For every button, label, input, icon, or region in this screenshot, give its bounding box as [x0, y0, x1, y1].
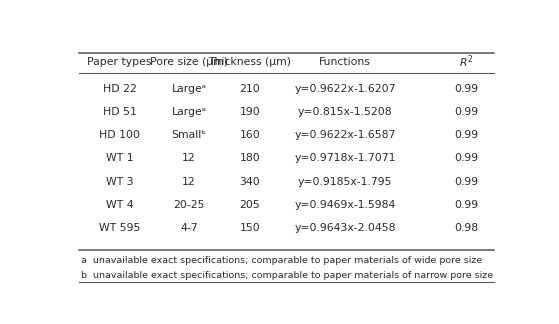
Text: 160: 160: [239, 130, 260, 140]
Text: 0.99: 0.99: [454, 200, 479, 210]
Text: y=0.9469x-1.5984: y=0.9469x-1.5984: [294, 200, 396, 210]
Text: WT 595: WT 595: [99, 223, 140, 233]
Text: 0.99: 0.99: [454, 153, 479, 163]
Text: y=0.9622x-1.6587: y=0.9622x-1.6587: [294, 130, 396, 140]
Text: 0.98: 0.98: [454, 223, 479, 233]
Text: y=0.9622x-1.6207: y=0.9622x-1.6207: [294, 84, 396, 94]
Text: HD 100: HD 100: [99, 130, 140, 140]
Text: 20-25: 20-25: [173, 200, 205, 210]
Text: Paper types: Paper types: [87, 57, 152, 67]
Text: a  unavailable exact specifications; comparable to paper materials of wide pore : a unavailable exact specifications; comp…: [80, 256, 482, 265]
Text: y=0.9643x-2.0458: y=0.9643x-2.0458: [294, 223, 396, 233]
Text: HD 51: HD 51: [103, 107, 136, 117]
Text: 150: 150: [239, 223, 260, 233]
Text: HD 22: HD 22: [103, 84, 136, 94]
Text: Largeᵃ: Largeᵃ: [172, 107, 206, 117]
Text: 340: 340: [239, 177, 260, 187]
Text: 0.99: 0.99: [454, 177, 479, 187]
Text: 210: 210: [239, 84, 260, 94]
Text: Smallᵇ: Smallᵇ: [172, 130, 206, 140]
Text: 0.99: 0.99: [454, 107, 479, 117]
Text: $\mathit{R}^{2}$: $\mathit{R}^{2}$: [459, 53, 473, 70]
Text: 12: 12: [182, 177, 196, 187]
Text: 4-7: 4-7: [180, 223, 198, 233]
Text: Largeᵃ: Largeᵃ: [172, 84, 206, 94]
Text: 190: 190: [239, 107, 260, 117]
Text: 0.99: 0.99: [454, 84, 479, 94]
Text: y=0.9718x-1.7071: y=0.9718x-1.7071: [294, 153, 396, 163]
Text: y=0.815x-1.5208: y=0.815x-1.5208: [297, 107, 392, 117]
Text: y=0.9185x-1.795: y=0.9185x-1.795: [298, 177, 392, 187]
Text: 205: 205: [239, 200, 260, 210]
Text: 180: 180: [239, 153, 260, 163]
Text: WT 3: WT 3: [106, 177, 134, 187]
Text: b  unavailable exact specifications; comparable to paper materials of narrow por: b unavailable exact specifications; comp…: [80, 272, 493, 280]
Text: 0.99: 0.99: [454, 130, 479, 140]
Text: WT 1: WT 1: [106, 153, 134, 163]
Text: Pore size (μm): Pore size (μm): [150, 57, 228, 67]
Text: 12: 12: [182, 153, 196, 163]
Text: WT 4: WT 4: [106, 200, 134, 210]
Text: Thickness (μm): Thickness (μm): [208, 57, 291, 67]
Text: Functions: Functions: [319, 57, 371, 67]
